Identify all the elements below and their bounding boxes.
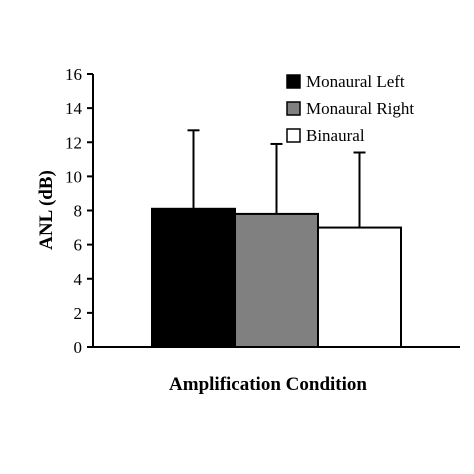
y-tick-label: 8 bbox=[74, 202, 83, 221]
y-tick-label: 0 bbox=[74, 338, 83, 357]
y-tick-label: 14 bbox=[65, 99, 83, 118]
legend-label-1: Monaural Left bbox=[306, 72, 405, 91]
bar-2 bbox=[234, 212, 319, 348]
y-tick-label: 12 bbox=[65, 133, 82, 152]
legend-swatch-1 bbox=[286, 74, 301, 89]
bar-3 bbox=[317, 226, 402, 348]
legend: Monaural Left Monaural Right Binaural bbox=[286, 72, 414, 145]
y-tick-label: 4 bbox=[74, 270, 83, 289]
y-tick-label: 6 bbox=[74, 236, 83, 255]
legend-swatch-2 bbox=[286, 101, 301, 116]
legend-label-2: Monaural Right bbox=[306, 99, 414, 118]
y-axis-ticks: 0 2 4 6 8 10 12 14 16 bbox=[65, 65, 93, 357]
x-axis-title: Amplification Condition bbox=[169, 374, 367, 395]
bar-1 bbox=[151, 207, 236, 348]
y-tick-label: 10 bbox=[65, 167, 82, 186]
y-axis-title: ANL (dB) bbox=[36, 170, 57, 250]
error-bars bbox=[187, 129, 366, 228]
y-tick-label: 16 bbox=[65, 65, 82, 84]
legend-label-3: Binaural bbox=[306, 126, 365, 145]
legend-swatch-3 bbox=[286, 128, 301, 143]
y-tick-label: 2 bbox=[74, 304, 83, 323]
bars bbox=[151, 207, 402, 348]
